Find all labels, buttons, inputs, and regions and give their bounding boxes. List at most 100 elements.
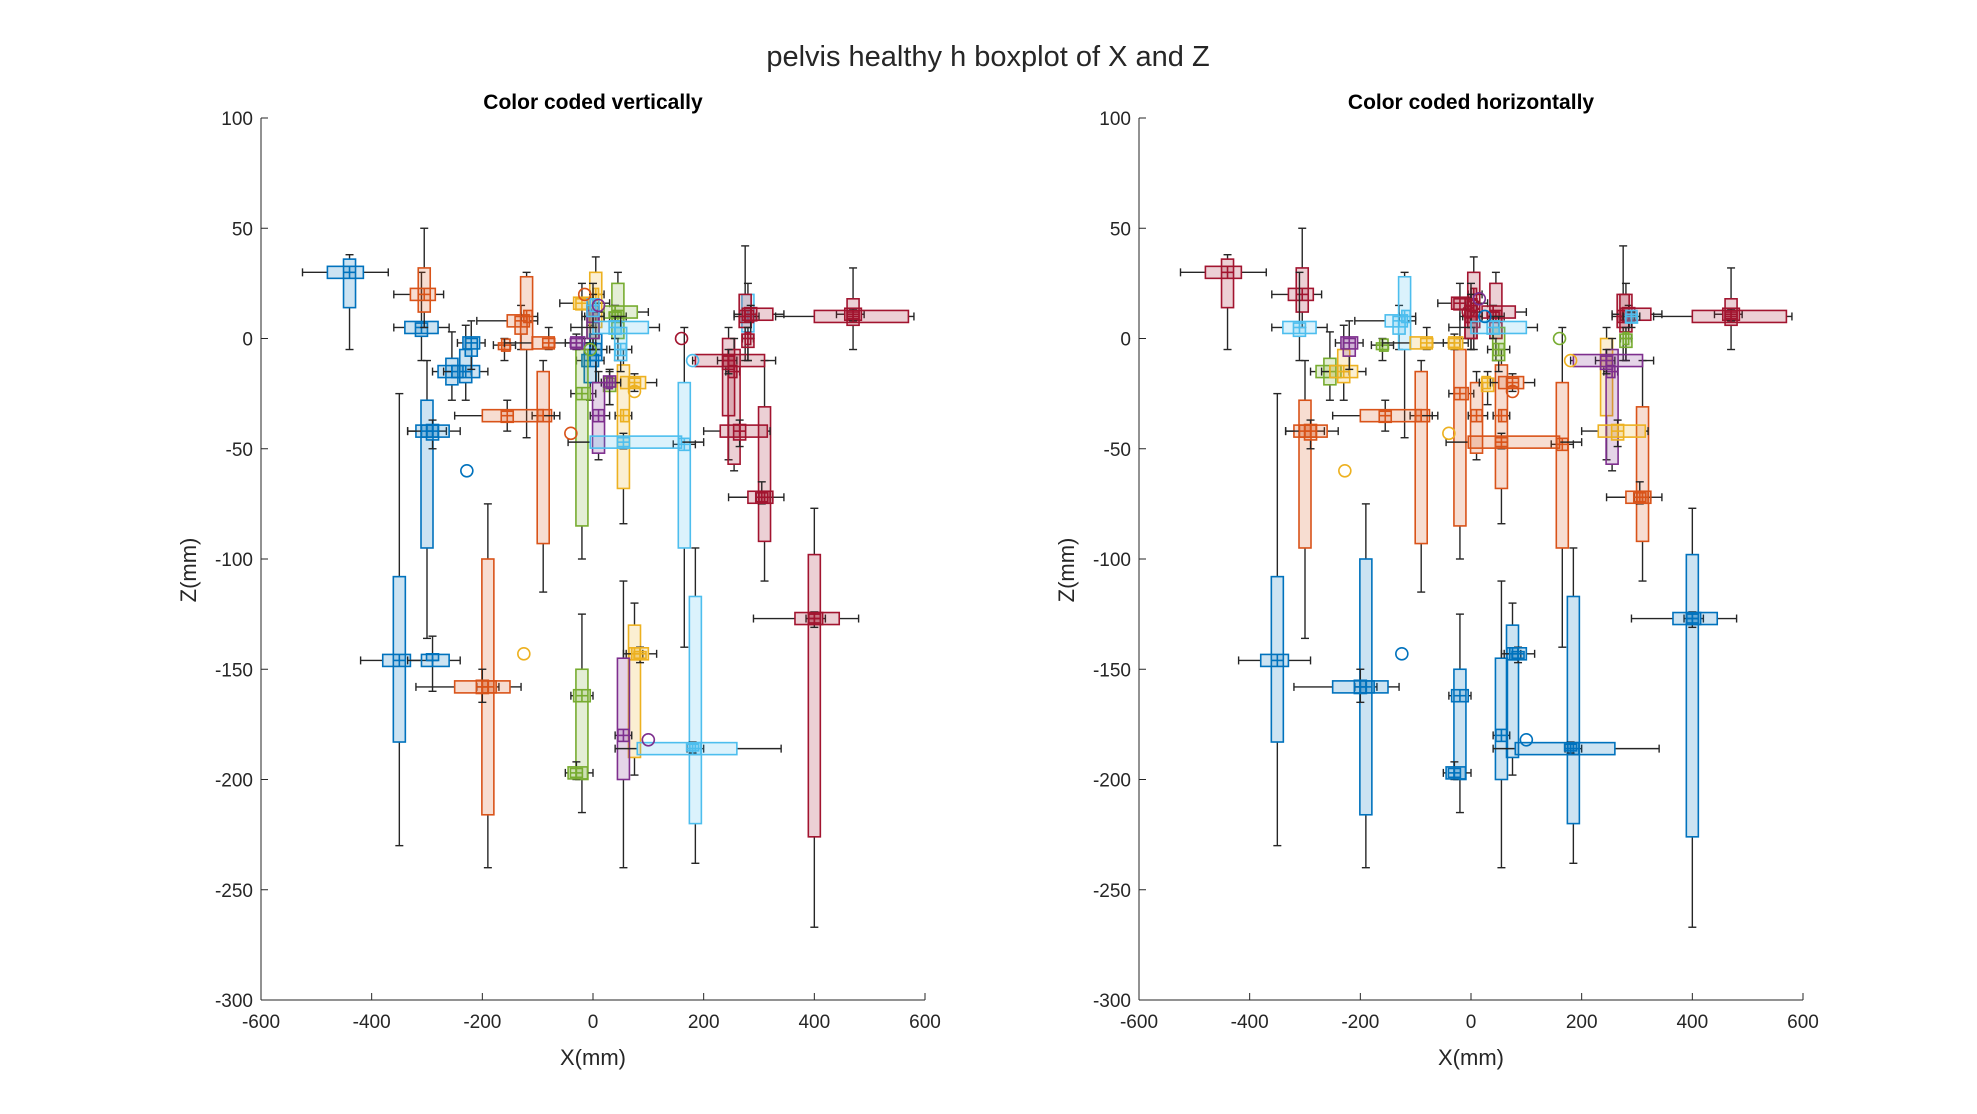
z-iqr-box (575, 668, 589, 781)
x-tick-label: 600 (1787, 1012, 1819, 1033)
outlier-marker (1338, 463, 1352, 478)
z-iqr-box (757, 406, 772, 543)
x-iqr-box (813, 309, 910, 324)
boxplot-cross-32 (1489, 373, 1536, 393)
boxplot-cross-36 (1448, 315, 1539, 340)
z-iqr-box (1494, 364, 1509, 490)
z-iqr-box (1494, 657, 1509, 781)
boxplot-cross-13 (1331, 399, 1439, 432)
left-axes: -600 -400 -200 0 200 400 600 100 50 0 -50 -100 -150 -… (215, 109, 941, 1033)
z-iqr-box (677, 381, 692, 549)
x-tick-label: -600 (1120, 1012, 1158, 1033)
y-tick-label: 100 (1099, 109, 1131, 130)
boxplot-cross-10 (1397, 271, 1417, 439)
right-plot-panel: Color coded horizontally X(mm) Z(mm) -60… (1054, 91, 1819, 1070)
outlier-marker (1563, 353, 1578, 368)
boxplot-cross-50 (733, 304, 785, 340)
boxplot-cross-21 (1442, 761, 1472, 781)
boxplot-cross-51 (1605, 481, 1663, 505)
z-iqr-box (1635, 406, 1650, 543)
boxplot-cross-26 (611, 373, 658, 393)
boxplot-cross-49 (1652, 309, 1793, 324)
y-tick-label: 0 (1120, 330, 1131, 351)
boxplot-cross-17 (1381, 326, 1456, 351)
outlier-marker (1505, 384, 1520, 399)
x-tick-label: 0 (1466, 1012, 1477, 1033)
x-tick-label: 200 (1566, 1012, 1598, 1033)
boxplot-cross-25 (622, 646, 658, 664)
z-iqr-box (1453, 668, 1467, 781)
boxplot-cross-41 (567, 432, 705, 450)
outlier-marker (685, 353, 700, 368)
x-tick-label: 0 (588, 1012, 599, 1033)
outlier-marker (564, 426, 578, 441)
boxplot-cross-54 (727, 481, 785, 505)
x-tick-label: 600 (909, 1012, 941, 1033)
z-iqr-box (1505, 624, 1520, 759)
boxplot-cross-4 (1271, 271, 1328, 362)
boxplot-cross-47 (1619, 326, 1633, 362)
boxplot-cross-10 (406, 419, 461, 450)
outlier-marker (583, 342, 598, 357)
boxplot-cross-28 (1492, 348, 1511, 525)
left-y-axis-label: Z(mm) (176, 538, 201, 603)
boxplot-cross-12 (1409, 359, 1433, 593)
x-iqr-box (1691, 309, 1788, 324)
boxplot-cross-2 (359, 392, 434, 847)
y-tick-label: -50 (1104, 440, 1131, 461)
y-tick-label: 50 (1110, 219, 1131, 240)
x-iqr-box (589, 435, 683, 449)
boxplot-cross-20 (1448, 613, 1472, 814)
boxplot-cross-3 (1237, 392, 1312, 847)
boxplot-cross-37 (564, 333, 591, 351)
boxplot-cross-53 (1569, 348, 1655, 375)
boxplot-cross-52 (1580, 419, 1649, 448)
z-iqr-box (727, 348, 741, 465)
boxplot-cross-39 (672, 326, 697, 648)
z-iqr-box (342, 258, 357, 309)
left-plot-title: Color coded vertically (483, 91, 703, 114)
boxplot-cross-37 (1442, 333, 1469, 351)
y-tick-label: -250 (1093, 881, 1131, 902)
boxplot-cross-8 (1334, 320, 1364, 371)
z-iqr-box (575, 348, 589, 527)
y-tick-label: -50 (226, 440, 253, 461)
z-iqr-box (1566, 595, 1581, 825)
boxplot-cross-12 (393, 227, 445, 329)
outlier-marker (641, 733, 656, 747)
boxplot-cross-38 (1550, 326, 1575, 648)
boxplot-cross-27 (570, 613, 594, 814)
y-tick-label: -100 (1093, 550, 1131, 571)
right-x-axis-label: X(mm) (1438, 1045, 1504, 1070)
boxplot-cross-41 (1492, 741, 1660, 756)
z-iqr-box (688, 595, 703, 825)
right-plot-title: Color coded horizontally (1348, 91, 1594, 114)
boxplot-cross-59 (741, 326, 755, 362)
x-tick-label: -400 (353, 1012, 391, 1033)
z-iqr-box (1555, 381, 1570, 549)
boxplot-cross-40 (1445, 432, 1583, 450)
right-axes: -600 -400 -200 0 200 400 600 100 50 0 -50 -100 -150 -… (1093, 109, 1819, 1033)
y-tick-label: -250 (215, 881, 253, 902)
boxplot-cross-28 (564, 761, 594, 781)
right-y-axis-label: Z(mm) (1054, 538, 1079, 603)
boxplot-cross-55 (702, 419, 771, 448)
boxplot-cross-6 (442, 324, 489, 401)
y-tick-label: 0 (242, 330, 253, 351)
x-tick-label: 400 (1676, 1012, 1708, 1033)
y-tick-label: -150 (1093, 660, 1131, 681)
x-tick-label: -200 (1341, 1012, 1379, 1033)
boxplot-cross-20 (415, 668, 522, 704)
z-iqr-box (420, 399, 434, 549)
outlier-marker (1478, 309, 1492, 324)
boxplot-cross-16 (1293, 668, 1400, 704)
y-tick-label: 50 (232, 219, 253, 240)
boxplot-cross-17 (453, 399, 561, 432)
outlier-marker (460, 463, 474, 478)
outlier-marker (517, 647, 531, 661)
boxplot-cross-19 (503, 326, 578, 351)
left-boxplot-marks (301, 227, 915, 928)
boxplot-cross-55 (1630, 611, 1738, 629)
outlier-marker (674, 331, 689, 346)
